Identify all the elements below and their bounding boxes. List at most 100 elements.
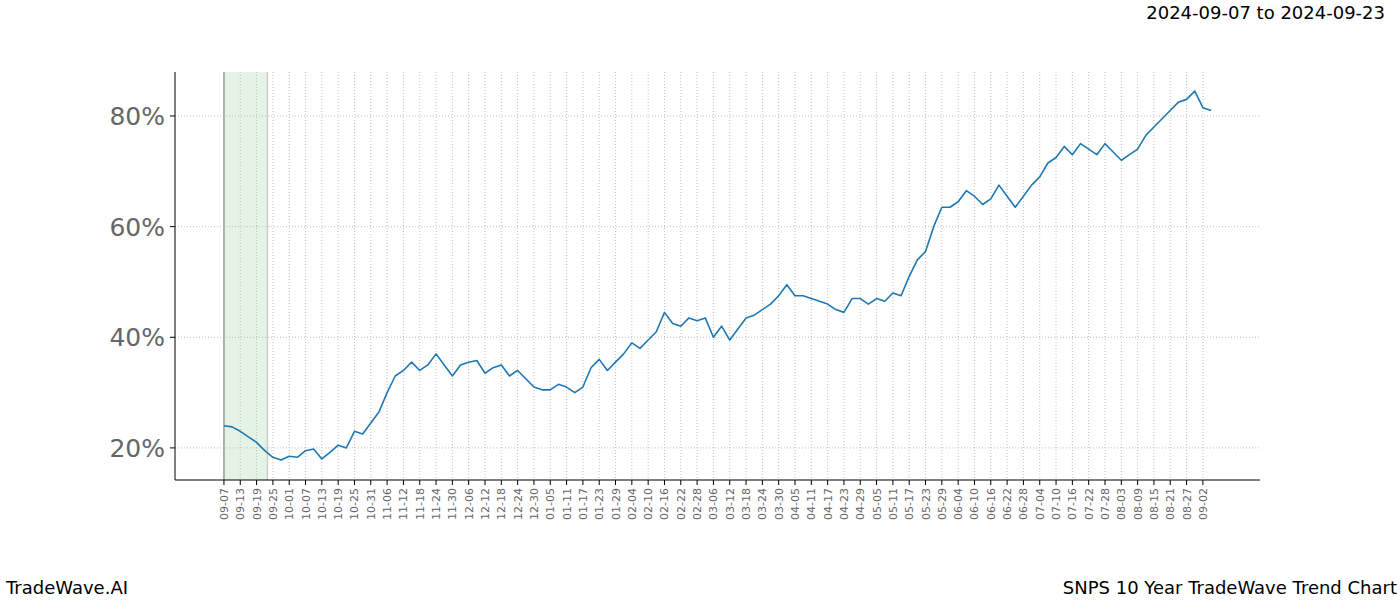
- x-tick-label: 10-13: [316, 488, 329, 520]
- x-tick: [1056, 480, 1057, 485]
- x-tick: [925, 480, 926, 485]
- grid-line: [615, 72, 616, 480]
- x-tick-label: 10-31: [365, 488, 378, 520]
- grid-line: [1121, 72, 1122, 480]
- x-tick: [1088, 480, 1089, 485]
- grid-line: [175, 337, 1260, 338]
- x-tick: [729, 480, 730, 485]
- y-tick: [170, 226, 175, 227]
- x-tick: [1153, 480, 1154, 485]
- x-tick: [1170, 480, 1171, 485]
- x-tick: [1072, 480, 1073, 485]
- x-tick: [468, 480, 469, 485]
- y-tick: [170, 337, 175, 338]
- x-tick-label: 05-17: [903, 488, 916, 520]
- grid-line: [289, 72, 290, 480]
- grid-line: [1170, 72, 1171, 480]
- grid-line: [1153, 72, 1154, 480]
- x-tick-label: 02-22: [675, 488, 688, 520]
- grid-line: [892, 72, 893, 480]
- grid-line: [697, 72, 698, 480]
- x-tick-label: 08-15: [1148, 488, 1161, 520]
- x-tick-label: 04-05: [789, 488, 802, 520]
- grid-line: [1088, 72, 1089, 480]
- x-tick-label: 01-17: [577, 488, 590, 520]
- x-tick: [354, 480, 355, 485]
- grid-line: [648, 72, 649, 480]
- grid-line: [387, 72, 388, 480]
- grid-line: [468, 72, 469, 480]
- x-tick-label: 02-16: [658, 488, 671, 520]
- grid-line: [1202, 72, 1203, 480]
- x-tick: [615, 480, 616, 485]
- x-tick: [1023, 480, 1024, 485]
- x-tick-label: 11-24: [430, 488, 443, 520]
- y-tick-label: 60%: [109, 213, 165, 242]
- x-tick: [566, 480, 567, 485]
- y-axis: [175, 72, 176, 480]
- x-tick-label: 03-18: [740, 488, 753, 520]
- x-tick: [533, 480, 534, 485]
- x-tick: [305, 480, 306, 485]
- x-tick: [892, 480, 893, 485]
- x-tick-label: 07-28: [1099, 488, 1112, 520]
- x-tick: [387, 480, 388, 485]
- x-tick-label: 06-10: [968, 488, 981, 520]
- y-tick-label: 20%: [109, 434, 165, 463]
- x-tick: [697, 480, 698, 485]
- x-tick-label: 05-29: [936, 488, 949, 520]
- x-tick-label: 11-18: [414, 488, 427, 520]
- grid-line: [354, 72, 355, 480]
- grid-line: [582, 72, 583, 480]
- x-tick: [974, 480, 975, 485]
- x-tick: [762, 480, 763, 485]
- grid-line: [713, 72, 714, 480]
- x-tick-label: 06-16: [985, 488, 998, 520]
- x-tick: [1007, 480, 1008, 485]
- x-tick: [795, 480, 796, 485]
- grid-line: [175, 226, 1260, 227]
- x-tick-label: 02-28: [691, 488, 704, 520]
- x-tick-label: 03-24: [756, 488, 769, 520]
- x-tick: [713, 480, 714, 485]
- grid-line: [533, 72, 534, 480]
- grid-line: [664, 72, 665, 480]
- x-tick-label: 07-04: [1034, 488, 1047, 520]
- x-tick-label: 04-17: [822, 488, 835, 520]
- x-tick: [827, 480, 828, 485]
- x-tick-label: 11-30: [446, 488, 459, 520]
- x-tick: [811, 480, 812, 485]
- grid-line: [843, 72, 844, 480]
- grid-line: [175, 115, 1260, 116]
- x-tick-label: 10-07: [300, 488, 313, 520]
- subtitle: 2024-09-07 to 2024-09-23: [1146, 2, 1385, 23]
- grid-line: [860, 72, 861, 480]
- x-tick-label: 08-27: [1181, 488, 1194, 520]
- x-tick-label: 01-05: [544, 488, 557, 520]
- x-tick: [1105, 480, 1106, 485]
- x-tick-label: 11-12: [397, 488, 410, 520]
- x-tick: [338, 480, 339, 485]
- x-tick-label: 02-10: [642, 488, 655, 520]
- x-tick: [843, 480, 844, 485]
- x-tick: [778, 480, 779, 485]
- x-tick: [1137, 480, 1138, 485]
- x-tick: [501, 480, 502, 485]
- x-tick-label: 08-21: [1164, 488, 1177, 520]
- x-tick: [419, 480, 420, 485]
- x-tick-label: 06-22: [1001, 488, 1014, 520]
- x-tick-label: 12-24: [512, 488, 525, 520]
- x-tick: [485, 480, 486, 485]
- grid-line: [925, 72, 926, 480]
- x-tick-label: 12-30: [528, 488, 541, 520]
- x-tick: [370, 480, 371, 485]
- grid-line: [256, 72, 257, 480]
- x-tick: [990, 480, 991, 485]
- x-tick-label: 03-12: [724, 488, 737, 520]
- grid-line: [778, 72, 779, 480]
- grid-line: [958, 72, 959, 480]
- x-tick: [582, 480, 583, 485]
- grid-line: [272, 72, 273, 480]
- x-tick: [876, 480, 877, 485]
- grid-line: [746, 72, 747, 480]
